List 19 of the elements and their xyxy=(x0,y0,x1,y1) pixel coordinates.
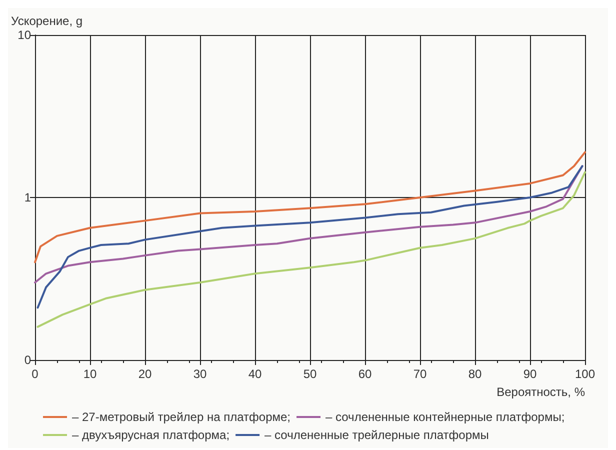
y-tick-label: 0 xyxy=(24,353,32,367)
y-tick-label: 10 xyxy=(18,28,32,42)
x-tick-label: 80 xyxy=(468,367,482,381)
x-tick-label: 50 xyxy=(303,367,317,381)
legend-label: – двухъярусная платформа; xyxy=(72,428,230,442)
x-tick-label: 60 xyxy=(358,367,372,381)
y-tick-label: 1 xyxy=(24,190,32,204)
x-tick-label: 100 xyxy=(574,367,596,381)
x-tick-label: 10 xyxy=(83,367,97,381)
x-tick-label: 90 xyxy=(523,367,537,381)
y-axis-title: Ускорение, g xyxy=(11,14,83,28)
x-tick-label: 40 xyxy=(248,367,262,381)
x-tick-label: 30 xyxy=(193,367,207,381)
x-axis-title: Вероятность, % xyxy=(496,385,586,399)
x-tick-label: 70 xyxy=(413,367,427,381)
legend-label: – сочлененные контейнерные платформы; xyxy=(326,410,565,424)
x-tick-label: 20 xyxy=(138,367,152,381)
legend-label: – сочлененные трейлерные платформы xyxy=(264,428,489,442)
legend-label: – 27-метровый трейлер на платформе; xyxy=(72,410,291,424)
